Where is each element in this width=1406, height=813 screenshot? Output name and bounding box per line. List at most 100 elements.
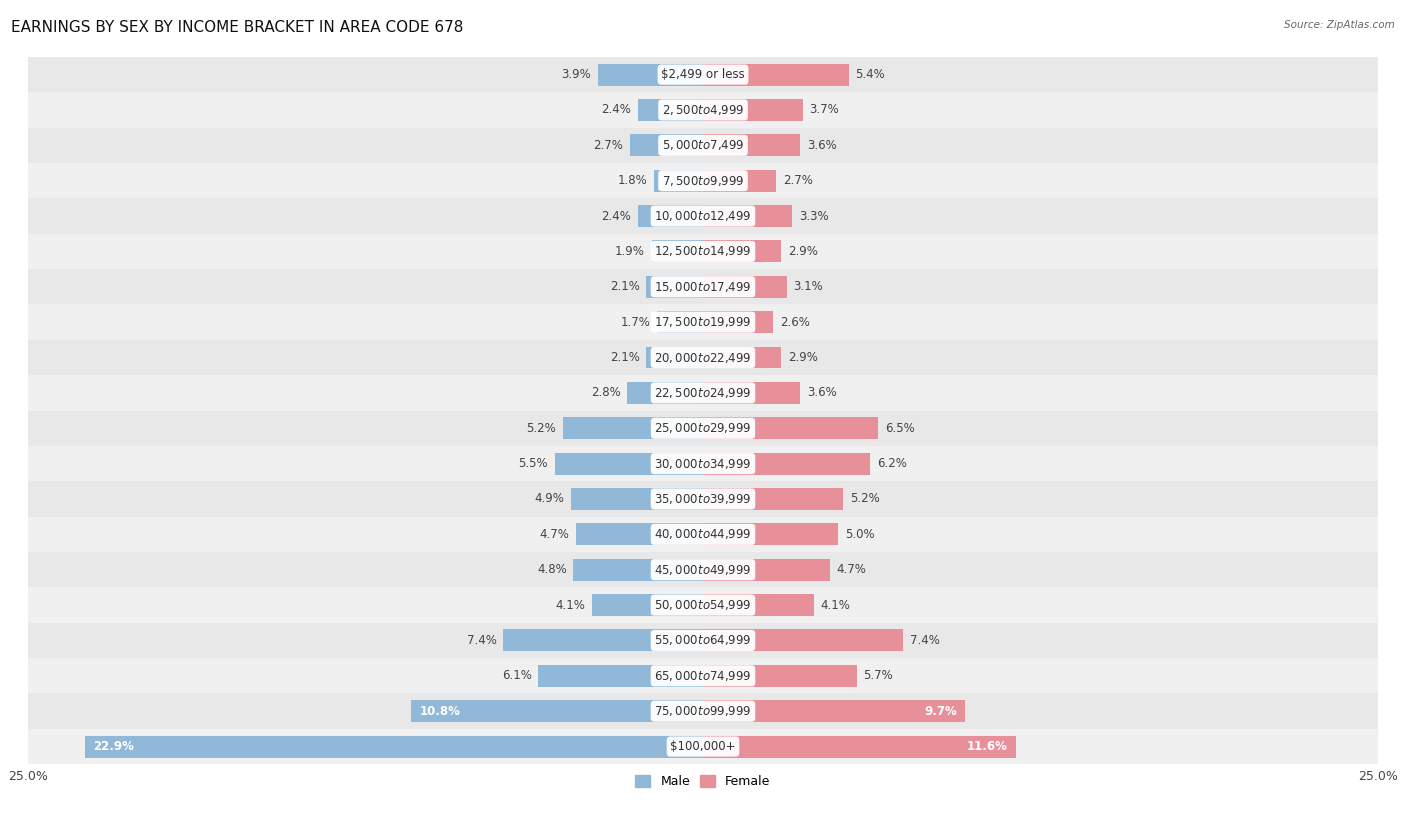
Bar bbox=[703, 134, 800, 156]
Bar bbox=[28, 552, 1378, 587]
Text: 9.7%: 9.7% bbox=[924, 705, 956, 718]
Bar bbox=[28, 269, 1378, 304]
Bar bbox=[28, 163, 1378, 198]
Bar bbox=[657, 311, 703, 333]
Bar bbox=[703, 382, 800, 404]
Bar bbox=[571, 488, 703, 510]
Text: $22,500 to $24,999: $22,500 to $24,999 bbox=[654, 386, 752, 400]
Text: 5.2%: 5.2% bbox=[851, 493, 880, 506]
Text: 4.7%: 4.7% bbox=[837, 563, 866, 576]
Bar bbox=[703, 311, 773, 333]
Text: EARNINGS BY SEX BY INCOME BRACKET IN AREA CODE 678: EARNINGS BY SEX BY INCOME BRACKET IN ARE… bbox=[11, 20, 464, 35]
Text: 5.2%: 5.2% bbox=[526, 422, 555, 435]
Text: $40,000 to $44,999: $40,000 to $44,999 bbox=[654, 528, 752, 541]
Bar bbox=[703, 241, 782, 263]
Bar bbox=[630, 134, 703, 156]
Bar bbox=[703, 417, 879, 439]
Text: 22.9%: 22.9% bbox=[93, 740, 134, 753]
Text: $20,000 to $22,499: $20,000 to $22,499 bbox=[654, 350, 752, 364]
Bar bbox=[28, 376, 1378, 411]
Text: 2.4%: 2.4% bbox=[602, 210, 631, 223]
Text: 2.6%: 2.6% bbox=[780, 315, 810, 328]
Text: Source: ZipAtlas.com: Source: ZipAtlas.com bbox=[1284, 20, 1395, 30]
Text: $35,000 to $39,999: $35,000 to $39,999 bbox=[654, 492, 752, 506]
Text: 4.7%: 4.7% bbox=[540, 528, 569, 541]
Text: 6.5%: 6.5% bbox=[886, 422, 915, 435]
Bar bbox=[28, 340, 1378, 375]
Text: 3.3%: 3.3% bbox=[799, 210, 828, 223]
Bar bbox=[703, 276, 787, 298]
Text: 7.4%: 7.4% bbox=[910, 634, 939, 647]
Text: 1.9%: 1.9% bbox=[614, 245, 645, 258]
Bar bbox=[538, 665, 703, 687]
Bar bbox=[647, 276, 703, 298]
Bar bbox=[554, 453, 703, 475]
Text: 2.9%: 2.9% bbox=[787, 351, 818, 364]
Text: 4.1%: 4.1% bbox=[555, 598, 585, 611]
Bar bbox=[598, 63, 703, 85]
Bar bbox=[28, 659, 1378, 693]
Bar bbox=[638, 205, 703, 227]
Text: 3.9%: 3.9% bbox=[561, 68, 591, 81]
Text: 2.9%: 2.9% bbox=[787, 245, 818, 258]
Text: 2.1%: 2.1% bbox=[610, 280, 640, 293]
Bar bbox=[703, 736, 1017, 758]
Bar bbox=[28, 128, 1378, 163]
Text: $50,000 to $54,999: $50,000 to $54,999 bbox=[654, 598, 752, 612]
Text: 3.6%: 3.6% bbox=[807, 139, 837, 152]
Bar bbox=[28, 517, 1378, 552]
Bar bbox=[503, 629, 703, 651]
Bar bbox=[703, 453, 870, 475]
Text: 5.5%: 5.5% bbox=[519, 457, 548, 470]
Bar bbox=[28, 729, 1378, 764]
Text: $65,000 to $74,999: $65,000 to $74,999 bbox=[654, 669, 752, 683]
Bar bbox=[28, 587, 1378, 623]
Text: 3.7%: 3.7% bbox=[810, 103, 839, 116]
Bar bbox=[28, 623, 1378, 659]
Text: $25,000 to $29,999: $25,000 to $29,999 bbox=[654, 421, 752, 435]
Bar bbox=[703, 170, 776, 192]
Bar bbox=[703, 559, 830, 580]
Bar bbox=[703, 594, 814, 616]
Bar bbox=[28, 92, 1378, 128]
Text: 5.7%: 5.7% bbox=[863, 669, 893, 682]
Text: $45,000 to $49,999: $45,000 to $49,999 bbox=[654, 563, 752, 576]
Text: 5.0%: 5.0% bbox=[845, 528, 875, 541]
Bar bbox=[652, 241, 703, 263]
Text: 1.7%: 1.7% bbox=[620, 315, 651, 328]
Bar bbox=[647, 346, 703, 368]
Text: $2,499 or less: $2,499 or less bbox=[661, 68, 745, 81]
Bar bbox=[703, 63, 849, 85]
Bar bbox=[703, 665, 856, 687]
Text: 4.1%: 4.1% bbox=[821, 598, 851, 611]
Bar bbox=[703, 700, 965, 722]
Text: $55,000 to $64,999: $55,000 to $64,999 bbox=[654, 633, 752, 647]
Text: $5,000 to $7,499: $5,000 to $7,499 bbox=[662, 138, 744, 152]
Text: $100,000+: $100,000+ bbox=[671, 740, 735, 753]
Text: $10,000 to $12,499: $10,000 to $12,499 bbox=[654, 209, 752, 223]
Bar bbox=[703, 205, 792, 227]
Bar bbox=[28, 304, 1378, 340]
Bar bbox=[28, 411, 1378, 446]
Bar bbox=[28, 693, 1378, 729]
Bar bbox=[592, 594, 703, 616]
Bar bbox=[703, 524, 838, 546]
Text: 4.8%: 4.8% bbox=[537, 563, 567, 576]
Bar bbox=[703, 629, 903, 651]
Bar bbox=[28, 57, 1378, 92]
Text: $17,500 to $19,999: $17,500 to $19,999 bbox=[654, 315, 752, 329]
Bar bbox=[84, 736, 703, 758]
Legend: Male, Female: Male, Female bbox=[630, 771, 776, 793]
Text: 4.9%: 4.9% bbox=[534, 493, 564, 506]
Bar bbox=[28, 198, 1378, 234]
Bar bbox=[627, 382, 703, 404]
Bar bbox=[28, 481, 1378, 517]
Text: 10.8%: 10.8% bbox=[419, 705, 460, 718]
Bar bbox=[562, 417, 703, 439]
Text: 6.1%: 6.1% bbox=[502, 669, 531, 682]
Text: $12,500 to $14,999: $12,500 to $14,999 bbox=[654, 245, 752, 259]
Text: 2.8%: 2.8% bbox=[591, 386, 620, 399]
Bar bbox=[412, 700, 703, 722]
Text: $7,500 to $9,999: $7,500 to $9,999 bbox=[662, 174, 744, 188]
Text: 5.4%: 5.4% bbox=[855, 68, 886, 81]
